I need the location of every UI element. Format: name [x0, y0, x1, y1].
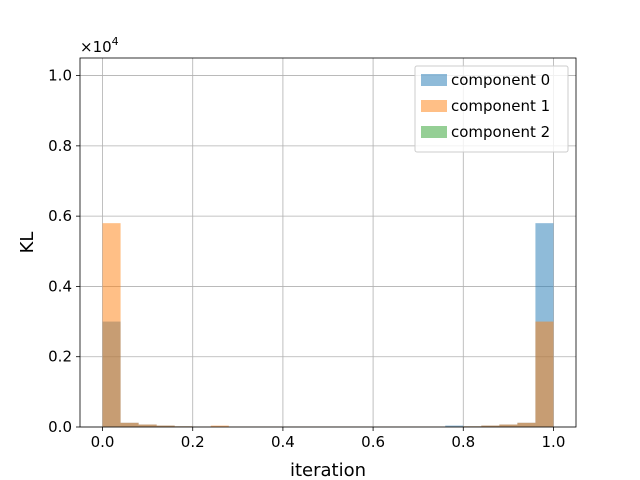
x-tick-label: 0.4	[271, 433, 295, 451]
x-tick-label: 0.8	[451, 433, 475, 451]
histogram-bar-component-1	[210, 425, 229, 427]
histogram-bar-component-1	[535, 321, 554, 427]
y-tick-label: 1.0	[48, 67, 72, 85]
y-tick-label: 0.8	[48, 137, 72, 155]
legend-swatch	[421, 126, 447, 138]
legend-label: component 0	[451, 71, 550, 89]
y-tick-label: 0.4	[48, 277, 72, 295]
histogram-bar-component-1	[102, 223, 121, 427]
histogram-bar-component-1	[499, 424, 518, 427]
x-tick-label: 0.0	[91, 433, 115, 451]
x-tick-label: 0.6	[361, 433, 385, 451]
x-tick-label: 0.2	[181, 433, 205, 451]
histogram-bar-component-1	[138, 424, 157, 427]
ticks: 0.0 0.2 0.4 0.6 0.8 1.0 0.0 0.2 0.4 0.6 0.8 1.0	[48, 67, 565, 451]
histogram-bar-component-0	[445, 425, 464, 427]
x-axis-label: iteration	[290, 460, 366, 480]
histogram-bar-component-1	[481, 425, 500, 427]
y-axis-label: KL	[17, 232, 38, 254]
x-tick-label: 1.0	[542, 433, 566, 451]
y-tick-label: 0.2	[48, 348, 72, 366]
y-tick-label: 0.0	[48, 418, 72, 436]
legend-label: component 1	[451, 97, 550, 115]
legend-box	[414, 65, 569, 153]
bars	[102, 223, 554, 427]
legend: component 0 component 1 component 2	[414, 65, 569, 153]
legend-swatch	[421, 100, 447, 112]
histogram-bar-component-1	[517, 422, 536, 427]
y-tick-label: 0.6	[48, 207, 72, 225]
legend-swatch	[421, 74, 447, 86]
legend-label: component 2	[451, 123, 550, 141]
histogram-bar-component-1	[120, 422, 139, 427]
histogram-bar-component-1	[156, 425, 175, 427]
plot-frame	[79, 57, 577, 428]
y-offset-label: ×104	[80, 35, 119, 56]
